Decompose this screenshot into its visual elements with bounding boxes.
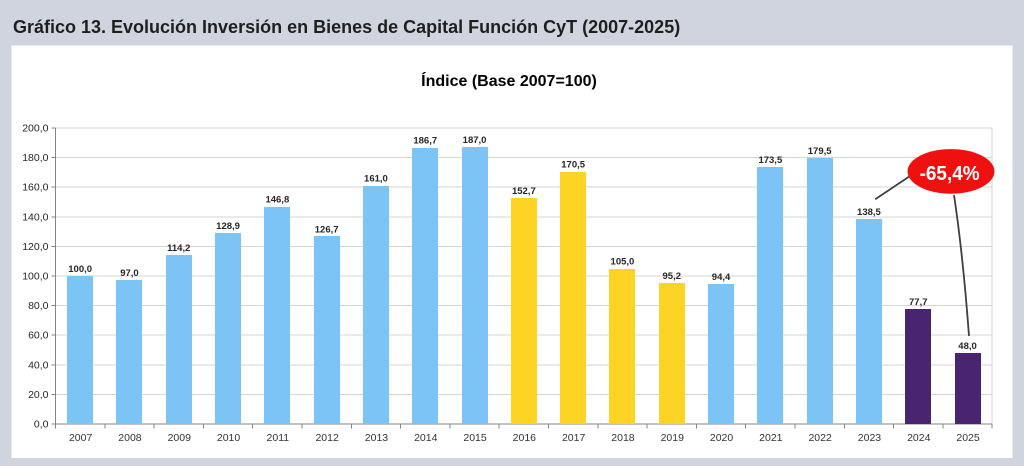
- svg-text:100,0: 100,0: [68, 264, 92, 275]
- svg-text:20,0: 20,0: [28, 389, 49, 401]
- svg-text:2014: 2014: [414, 432, 438, 444]
- svg-text:120,0: 120,0: [22, 241, 48, 253]
- svg-text:2020: 2020: [710, 432, 734, 444]
- svg-text:2024: 2024: [907, 432, 931, 444]
- svg-text:2021: 2021: [759, 432, 783, 444]
- svg-text:105,0: 105,0: [611, 256, 635, 267]
- svg-text:2018: 2018: [611, 432, 635, 444]
- svg-text:2025: 2025: [956, 432, 980, 444]
- svg-text:Índice (Base 2007=100): Índice (Base 2007=100): [421, 71, 597, 90]
- svg-text:-65,4%: -65,4%: [920, 163, 980, 185]
- svg-text:77,7: 77,7: [909, 297, 928, 308]
- svg-text:2023: 2023: [858, 432, 882, 444]
- svg-text:2017: 2017: [562, 432, 586, 444]
- svg-text:100,0: 100,0: [22, 271, 48, 283]
- svg-text:187,0: 187,0: [463, 135, 487, 146]
- svg-text:140,0: 140,0: [22, 211, 48, 223]
- svg-text:48,0: 48,0: [958, 341, 977, 352]
- svg-text:0,0: 0,0: [34, 419, 49, 431]
- svg-text:2007: 2007: [69, 432, 93, 444]
- svg-text:2016: 2016: [513, 432, 537, 444]
- svg-text:126,7: 126,7: [315, 224, 339, 235]
- svg-text:60,0: 60,0: [28, 330, 49, 342]
- svg-text:160,0: 160,0: [22, 182, 48, 194]
- svg-text:170,5: 170,5: [561, 159, 585, 170]
- svg-text:179,5: 179,5: [808, 146, 832, 157]
- svg-text:161,0: 161,0: [364, 174, 388, 185]
- svg-text:2011: 2011: [267, 432, 290, 444]
- svg-text:40,0: 40,0: [28, 359, 49, 371]
- svg-text:152,7: 152,7: [512, 186, 536, 197]
- svg-text:94,4: 94,4: [712, 272, 731, 283]
- svg-text:2009: 2009: [168, 432, 192, 444]
- svg-text:2013: 2013: [365, 432, 389, 444]
- svg-text:114,2: 114,2: [167, 243, 190, 254]
- svg-text:2022: 2022: [808, 432, 832, 444]
- svg-text:Gráfico 13. Evolución Inversió: Gráfico 13. Evolución Inversión en Biene…: [13, 17, 680, 37]
- svg-text:2015: 2015: [463, 432, 487, 444]
- svg-text:173,5: 173,5: [758, 155, 782, 166]
- svg-text:128,9: 128,9: [216, 221, 240, 232]
- svg-text:2012: 2012: [315, 432, 339, 444]
- svg-text:200,0: 200,0: [22, 123, 48, 135]
- svg-text:2008: 2008: [118, 432, 142, 444]
- svg-text:2010: 2010: [217, 432, 241, 444]
- svg-text:97,0: 97,0: [120, 268, 139, 279]
- svg-text:138,5: 138,5: [857, 207, 881, 218]
- svg-text:80,0: 80,0: [28, 300, 49, 312]
- svg-text:2019: 2019: [661, 432, 685, 444]
- svg-text:146,8: 146,8: [265, 195, 289, 206]
- svg-text:180,0: 180,0: [22, 152, 48, 164]
- svg-text:95,2: 95,2: [663, 271, 682, 282]
- svg-text:186,7: 186,7: [413, 135, 437, 146]
